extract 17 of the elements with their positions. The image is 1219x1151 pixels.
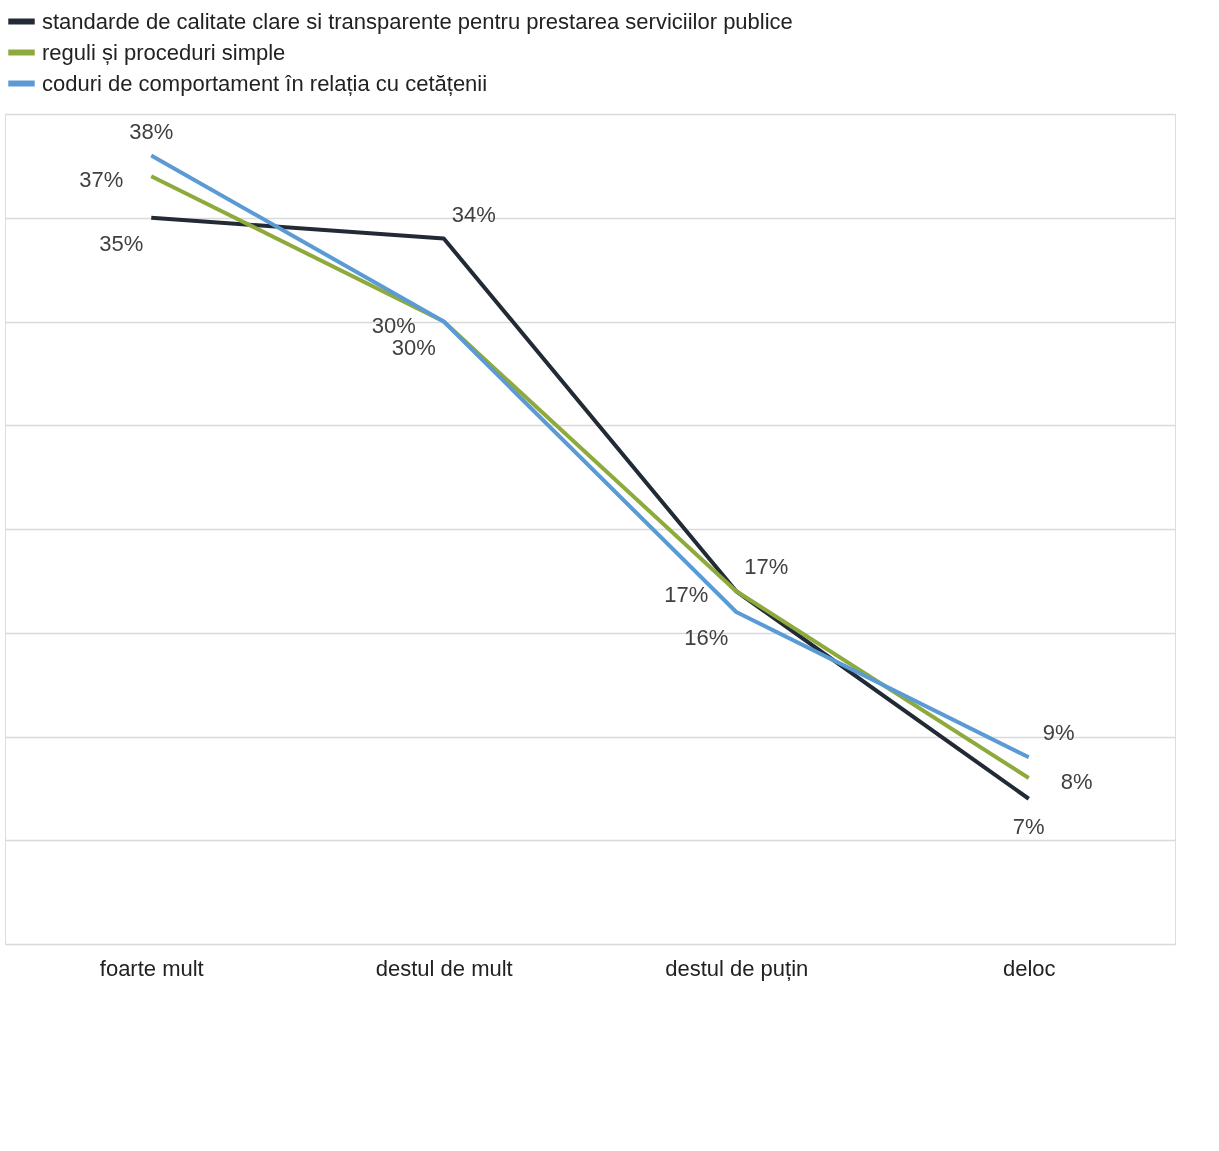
data-label: 16% xyxy=(684,625,729,650)
legend-label: reguli și proceduri simple xyxy=(42,39,286,65)
x-tick-label: destul de mult xyxy=(375,955,513,981)
data-label: 17% xyxy=(664,582,709,608)
data-label: 34% xyxy=(451,201,496,227)
data-label: 38% xyxy=(129,118,174,144)
x-tick-label: deloc xyxy=(1002,955,1056,981)
data-label: 9% xyxy=(1042,720,1075,746)
x-tick-label: foarte mult xyxy=(99,955,204,981)
data-label: 37% xyxy=(79,167,124,193)
data-label: 17% xyxy=(744,554,789,580)
x-tick-label: destul de puțin xyxy=(665,955,809,981)
data-label: 35% xyxy=(99,230,144,256)
data-label: 8% xyxy=(1060,769,1093,794)
legend-label: standarde de calitate clare si transparente pentru prestarea serviciilor publice xyxy=(42,8,793,34)
legend-label: coduri de comportament în relația cu cetățenii xyxy=(42,70,488,96)
data-label: 7% xyxy=(1012,813,1045,839)
